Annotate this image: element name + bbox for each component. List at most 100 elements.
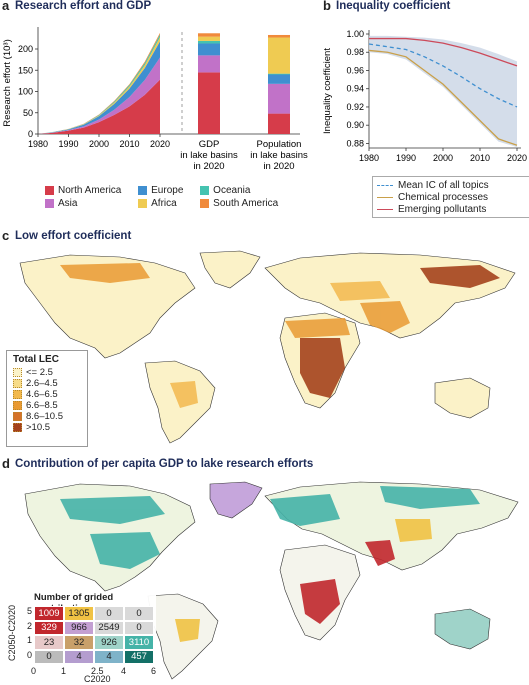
a-bar-0-north-america: [198, 72, 220, 134]
grid-cell: 457: [124, 649, 154, 664]
panel-a-title: Research effort and GDP: [15, 0, 152, 12]
a-ylabel: Research effort (10³): [2, 39, 13, 126]
grid-cell: 32: [64, 635, 94, 650]
grid-xtick-label: 2.5: [91, 666, 104, 676]
d-europe-teal: [270, 494, 340, 526]
lec-legend-label: 2.6–4.5: [26, 378, 58, 389]
lec-legend-swatch: [13, 368, 22, 377]
b-ytick-label: 0.92: [346, 102, 364, 112]
a-area-europe: [38, 41, 160, 134]
a-bar-1-europe: [268, 74, 290, 84]
a-bar-1-oceania: [268, 73, 290, 75]
panel-c-title: Low effort coefficient: [15, 230, 132, 242]
grid-cell: 926: [94, 635, 124, 650]
a-legend-swatch: [200, 199, 210, 208]
a-bar-label: in lake basins: [180, 150, 238, 161]
central-asia-lec: [330, 281, 390, 301]
lec-legend-label: <= 2.5: [26, 367, 53, 378]
lec-legend-swatch: [13, 423, 22, 432]
b-legend-item: Emerging pollutants: [377, 203, 527, 215]
grid-cell: 0: [124, 620, 154, 635]
d-africa-red: [300, 579, 340, 624]
grid-cell: 23: [34, 635, 64, 650]
a-ytick-label: 200: [18, 44, 33, 54]
panel-b-title: Inequality coefficient: [336, 0, 451, 12]
grid-cell: 4: [64, 649, 94, 664]
b-band: [369, 35, 517, 148]
lec-legend-item: 6.6–8.5: [13, 400, 87, 411]
a-legend-item: Oceania: [200, 185, 285, 196]
grid-cell: 2549: [94, 620, 124, 635]
a-bar-label: in 2020: [193, 161, 224, 172]
panel-b-legend: Mean IC of all topics Chemical processes E…: [372, 176, 529, 218]
grid-xlabel: C2020: [84, 674, 111, 684]
grid-cell: 0: [124, 606, 154, 621]
a-legend-item: Europe: [138, 185, 190, 196]
low-effort-map: [0, 243, 529, 448]
a-xtick-label: 1990: [58, 139, 78, 149]
grid-ylabel: C2050-C2020: [7, 604, 18, 662]
a-legend-item: Africa: [138, 198, 190, 209]
a-bar-0-asia: [198, 55, 220, 73]
grid-cell: 4: [94, 649, 124, 664]
research-effort-chart: 0 50 100 150 200 1980 1990 2000 2010 2020 Research…: [2, 27, 308, 172]
a-xtick-label: 2000: [89, 139, 109, 149]
lec-legend-item: <= 2.5: [13, 367, 87, 378]
a-bar-label: in 2020: [263, 161, 294, 172]
panel-a-legend: North America Europe Oceania Asia Africa Sout…: [45, 185, 285, 209]
b-legend-label: Chemical processes: [398, 191, 489, 203]
africa-high-lec: [300, 338, 345, 398]
grid-cell: 0: [34, 649, 64, 664]
a-bar-label: in lake basins: [250, 150, 308, 161]
panel-a-letter: a: [2, 0, 10, 13]
d-siberia-teal: [380, 486, 480, 509]
a-legend-swatch: [200, 186, 210, 195]
north-america-shape: [19, 254, 196, 359]
inequality-chart: 0.88 0.90 0.92 0.94 0.96 0.98 1.00 1980 1990 2000…: [322, 29, 527, 163]
lec-legend-item: 8.6–10.5: [13, 411, 87, 422]
a-bar-0-europe: [198, 43, 220, 56]
b-legend-label: Mean IC of all topics: [398, 179, 489, 191]
a-bar-0-africa: [198, 36, 220, 41]
grid-ytick-label: 0: [26, 649, 32, 660]
b-legend-swatch: [377, 184, 393, 186]
lec-legend-swatch: [13, 390, 22, 399]
lec-legend: Total LEC <= 2.5 2.6–4.5 4.6–6.5 6.6–8.5 8.6…: [6, 350, 88, 447]
panel-d-title: Contribution of per capita GDP to lake r…: [15, 458, 314, 470]
b-line-chemical-processes: [368, 49, 518, 146]
a-legend-item: South America: [200, 198, 285, 209]
a-area-north-america: [38, 79, 160, 134]
b-xtick-label: 1980: [359, 153, 379, 163]
north-canada-lec: [60, 263, 150, 283]
a-bar-1-africa: [268, 37, 290, 74]
a-bar-1-asia: [268, 83, 290, 114]
lec-legend-label: 6.6–8.5: [26, 400, 58, 411]
d-australia-shape: [434, 608, 491, 650]
a-ytick-label: 150: [18, 65, 33, 75]
grid-xtick-label: 6: [151, 666, 157, 676]
b-legend-label: Emerging pollutants: [398, 203, 487, 215]
greenland-shape: [199, 250, 261, 289]
b-ytick-label: 0.98: [346, 47, 364, 57]
a-ytick-label: 0: [28, 129, 33, 139]
a-ytick-label: 100: [18, 87, 33, 97]
a-legend-swatch: [45, 186, 54, 195]
lec-legend-label: 4.6–6.5: [26, 389, 58, 400]
b-xtick-label: 1990: [396, 153, 416, 163]
panel-c-letter: c: [2, 228, 10, 243]
d-usa-teal: [90, 532, 160, 569]
a-bar-0-oceania: [198, 40, 220, 44]
b-xtick-label: 2000: [433, 153, 453, 163]
a-xtick-label: 2020: [150, 139, 170, 149]
a-bar-0-south-america: [198, 33, 220, 37]
d-brazil-yellow: [175, 619, 200, 642]
grid-contribution-legend: Number of grided contribution C2050-C202…: [6, 592, 157, 684]
a-legend-label: Europe: [151, 185, 184, 196]
grid-xtick-label: 4: [121, 666, 127, 676]
lec-legend-swatch: [13, 379, 22, 388]
d-india-red: [365, 540, 395, 566]
b-line-emerging-pollutants: [369, 37, 518, 67]
grid-xtick-label: 1: [61, 666, 67, 676]
australia-shape: [434, 377, 491, 419]
gdp-contribution-map: [24, 481, 519, 680]
